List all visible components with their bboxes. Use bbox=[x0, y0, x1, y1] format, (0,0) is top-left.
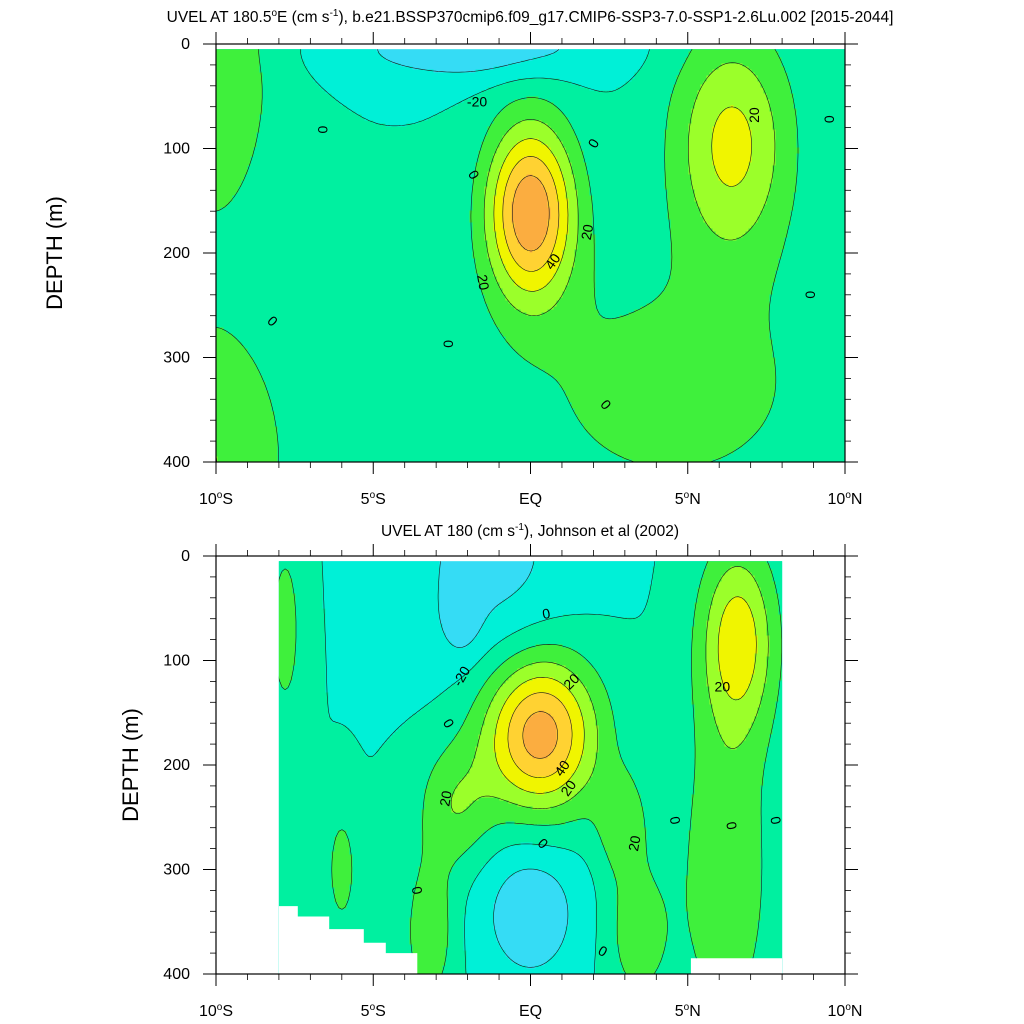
contour-line-40 bbox=[502, 156, 560, 272]
panel-bottom-title: UVEL AT 180 (cm s-1), Johnson et al (200… bbox=[381, 522, 679, 540]
contour-band-50 bbox=[523, 710, 557, 759]
contour-band-20 bbox=[216, 63, 776, 462]
x-tick-label: 10oS bbox=[199, 490, 233, 508]
x-tick-label: EQ bbox=[519, 491, 542, 508]
panel-bottom: UVEL AT 180 (cm s-1), Johnson et al (200… bbox=[118, 522, 862, 1020]
panel-top-title-suffix: ), b.e21.BSSP370cmip6.f09_g17.CMIP6-SSP3… bbox=[338, 9, 893, 26]
contour-line-30 bbox=[494, 596, 757, 794]
contour-label: 0 bbox=[667, 815, 684, 826]
x-tick-label: 5oS bbox=[361, 490, 386, 508]
contour-line-0 bbox=[321, 561, 656, 974]
panel-bottom-ylabel: DEPTH (m) bbox=[118, 708, 143, 822]
contour-line-50 bbox=[512, 175, 550, 252]
contour-line-40 bbox=[507, 692, 573, 778]
contour-line--10 bbox=[437, 561, 569, 968]
y-tick-label: 100 bbox=[163, 141, 190, 158]
panel-top-title-prefix: UVEL AT 180.5 bbox=[167, 9, 272, 26]
contour-label: 0 bbox=[767, 815, 784, 826]
y-tick-label: 200 bbox=[163, 757, 190, 774]
contour-field bbox=[216, 49, 845, 462]
y-tick-label: 0 bbox=[181, 548, 190, 565]
panel-bottom-title-exponent: -1 bbox=[515, 522, 524, 533]
contour-label: 0 bbox=[315, 126, 331, 134]
y-tick-label: 400 bbox=[163, 966, 190, 983]
x-tick-label: 10oN bbox=[828, 490, 863, 508]
contour-line-20 bbox=[450, 566, 769, 814]
contour-label: 0 bbox=[441, 340, 457, 348]
contour-line-20 bbox=[216, 62, 776, 462]
x-tick-label: 5oS bbox=[361, 1002, 386, 1020]
contour-label: 0 bbox=[821, 115, 837, 123]
panel-bottom-title-suffix: ), Johnson et al (2002) bbox=[524, 523, 679, 540]
contour-label: 20 bbox=[715, 679, 731, 695]
missing-data-region bbox=[278, 906, 418, 974]
x-tick-label: 5oN bbox=[675, 1002, 701, 1020]
contour-line-50 bbox=[522, 711, 558, 759]
contour-label: 0 bbox=[723, 820, 740, 831]
panel-top: UVEL AT 180.5oE (cm s-1), b.e21.BSSP370c… bbox=[42, 8, 893, 508]
panel-bottom-title-prefix: UVEL AT 180 (cm s bbox=[381, 523, 515, 540]
contour-label: 20 bbox=[436, 789, 454, 807]
contour-field bbox=[278, 561, 783, 974]
y-tick-label: 300 bbox=[163, 350, 190, 367]
contour-label: 20 bbox=[474, 273, 492, 291]
contour-line-30 bbox=[493, 106, 752, 292]
contour-label: 0 bbox=[409, 885, 426, 896]
x-tick-label: EQ bbox=[519, 1003, 542, 1020]
contour-band-30 bbox=[493, 105, 752, 292]
contour-label: 20 bbox=[746, 107, 762, 123]
x-tick-label: 10oN bbox=[828, 1002, 863, 1020]
missing-data-region bbox=[690, 958, 783, 974]
x-tick-label: 10oS bbox=[199, 1002, 233, 1020]
y-tick-label: 400 bbox=[163, 454, 190, 471]
contour-line-10 bbox=[216, 49, 799, 462]
contour-label: 20 bbox=[625, 834, 643, 852]
y-tick-label: 300 bbox=[163, 862, 190, 879]
contour-label: 0 bbox=[541, 605, 552, 622]
panel-top-title-exponent: -1 bbox=[330, 8, 339, 19]
y-tick-label: 200 bbox=[163, 245, 190, 262]
contour-band-50 bbox=[511, 174, 551, 253]
contour-line-0 bbox=[300, 49, 650, 127]
contour-label: 0 bbox=[802, 291, 818, 299]
contour-line-10 bbox=[278, 561, 783, 974]
y-tick-label: 100 bbox=[163, 653, 190, 670]
x-axis: 10oS 5oS EQ 5oN 10oN bbox=[199, 32, 862, 508]
contour-label: -20 bbox=[467, 93, 487, 109]
panel-top-title-degree: o bbox=[271, 8, 277, 19]
x-tick-label: 5oN bbox=[675, 490, 701, 508]
x-axis: 10oS 5oS EQ 5oN 10oN bbox=[199, 544, 862, 1020]
panel-top-title: UVEL AT 180.5oE (cm s-1), b.e21.BSSP370c… bbox=[167, 8, 894, 26]
panel-top-ylabel: DEPTH (m) bbox=[42, 196, 67, 310]
panel-top-title-mid: E (cm s bbox=[277, 9, 330, 26]
contour-label: 20 bbox=[578, 223, 596, 241]
y-tick-label: 0 bbox=[181, 36, 190, 53]
contour-line--10 bbox=[377, 49, 559, 73]
